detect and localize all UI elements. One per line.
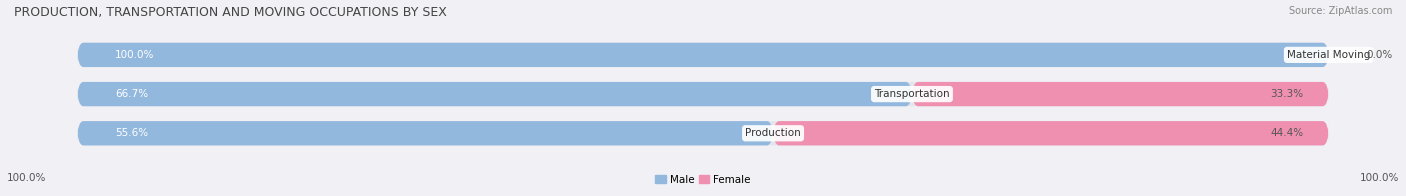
Text: Source: ZipAtlas.com: Source: ZipAtlas.com: [1288, 6, 1392, 16]
Text: 100.0%: 100.0%: [115, 50, 155, 60]
Text: 66.7%: 66.7%: [115, 89, 148, 99]
Text: 44.4%: 44.4%: [1271, 128, 1303, 138]
FancyBboxPatch shape: [77, 121, 1329, 145]
Text: 0.0%: 0.0%: [1367, 50, 1392, 60]
Text: Transportation: Transportation: [875, 89, 950, 99]
FancyBboxPatch shape: [912, 82, 1329, 106]
Text: 33.3%: 33.3%: [1271, 89, 1303, 99]
FancyBboxPatch shape: [77, 82, 912, 106]
FancyBboxPatch shape: [77, 121, 773, 145]
Text: Production: Production: [745, 128, 801, 138]
FancyBboxPatch shape: [77, 82, 1329, 106]
Text: PRODUCTION, TRANSPORTATION AND MOVING OCCUPATIONS BY SEX: PRODUCTION, TRANSPORTATION AND MOVING OC…: [14, 6, 447, 19]
Text: Material Moving: Material Moving: [1286, 50, 1371, 60]
FancyBboxPatch shape: [77, 43, 1329, 67]
Text: 100.0%: 100.0%: [1360, 173, 1399, 183]
Legend: Male, Female: Male, Female: [651, 171, 755, 189]
FancyBboxPatch shape: [773, 121, 1329, 145]
Text: 100.0%: 100.0%: [7, 173, 46, 183]
FancyBboxPatch shape: [77, 43, 1329, 67]
Text: 55.6%: 55.6%: [115, 128, 148, 138]
